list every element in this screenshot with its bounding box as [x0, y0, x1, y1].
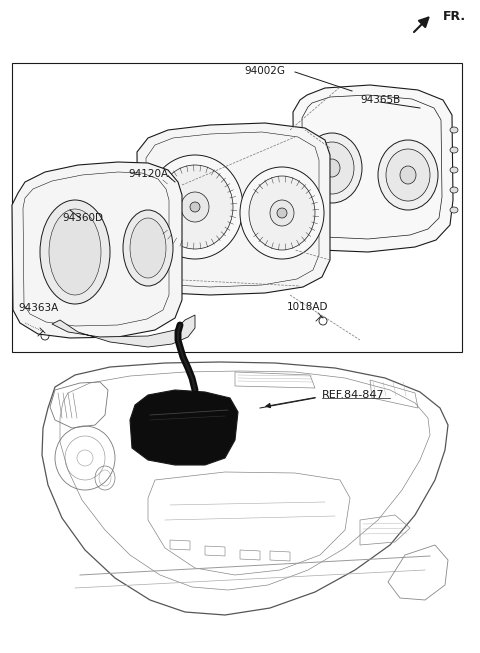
- Ellipse shape: [157, 165, 233, 249]
- Ellipse shape: [386, 149, 430, 201]
- Ellipse shape: [147, 155, 243, 259]
- Ellipse shape: [450, 207, 458, 213]
- Polygon shape: [293, 85, 453, 252]
- Ellipse shape: [450, 127, 458, 133]
- Ellipse shape: [450, 167, 458, 173]
- Ellipse shape: [240, 167, 324, 259]
- Ellipse shape: [249, 176, 315, 250]
- Text: 94360D: 94360D: [62, 213, 103, 223]
- Ellipse shape: [378, 140, 438, 210]
- Ellipse shape: [310, 142, 354, 194]
- Ellipse shape: [302, 133, 362, 203]
- Text: 94365B: 94365B: [360, 95, 400, 105]
- Ellipse shape: [324, 159, 340, 177]
- Text: 1018AD: 1018AD: [287, 302, 328, 312]
- Ellipse shape: [190, 202, 200, 212]
- Ellipse shape: [40, 200, 110, 304]
- Polygon shape: [52, 315, 195, 347]
- Text: REF.84-847: REF.84-847: [322, 390, 384, 400]
- Ellipse shape: [450, 187, 458, 193]
- Text: 94002G: 94002G: [244, 66, 286, 76]
- Text: FR.: FR.: [443, 10, 466, 24]
- Ellipse shape: [123, 210, 173, 286]
- Ellipse shape: [181, 192, 209, 222]
- Ellipse shape: [450, 147, 458, 153]
- Ellipse shape: [400, 166, 416, 184]
- Ellipse shape: [277, 208, 287, 218]
- FancyBboxPatch shape: [223, 193, 269, 219]
- Ellipse shape: [49, 209, 101, 295]
- Polygon shape: [12, 162, 182, 338]
- Ellipse shape: [130, 218, 166, 278]
- Ellipse shape: [270, 200, 294, 226]
- Text: 94120A: 94120A: [128, 169, 168, 179]
- Text: 94363A: 94363A: [18, 303, 58, 313]
- Polygon shape: [137, 123, 330, 295]
- Polygon shape: [130, 390, 238, 465]
